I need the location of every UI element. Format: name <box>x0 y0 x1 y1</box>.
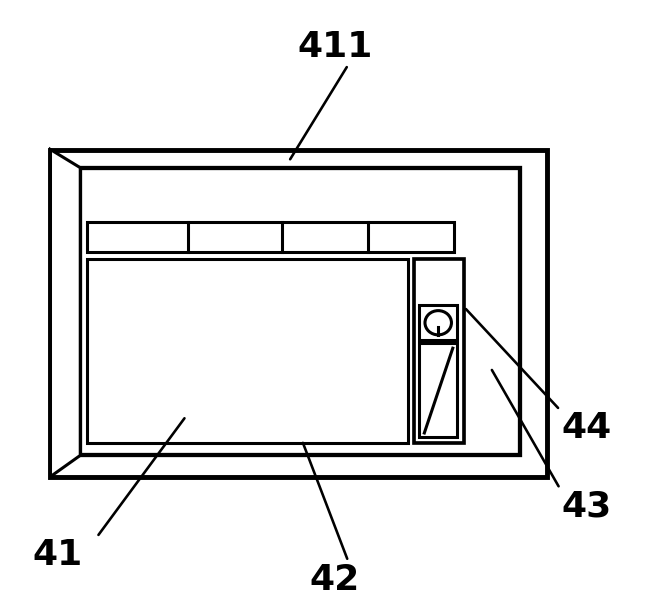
Text: 41: 41 <box>32 538 82 572</box>
Bar <box>419 343 458 437</box>
Bar <box>87 222 454 252</box>
Bar <box>87 258 408 443</box>
Bar <box>415 258 464 443</box>
Text: 43: 43 <box>561 490 612 524</box>
Bar <box>419 305 458 340</box>
Polygon shape <box>50 150 80 476</box>
Polygon shape <box>50 150 547 476</box>
Text: 44: 44 <box>561 411 612 445</box>
Bar <box>80 168 521 456</box>
Text: 411: 411 <box>297 29 373 64</box>
Text: 42: 42 <box>310 562 360 597</box>
